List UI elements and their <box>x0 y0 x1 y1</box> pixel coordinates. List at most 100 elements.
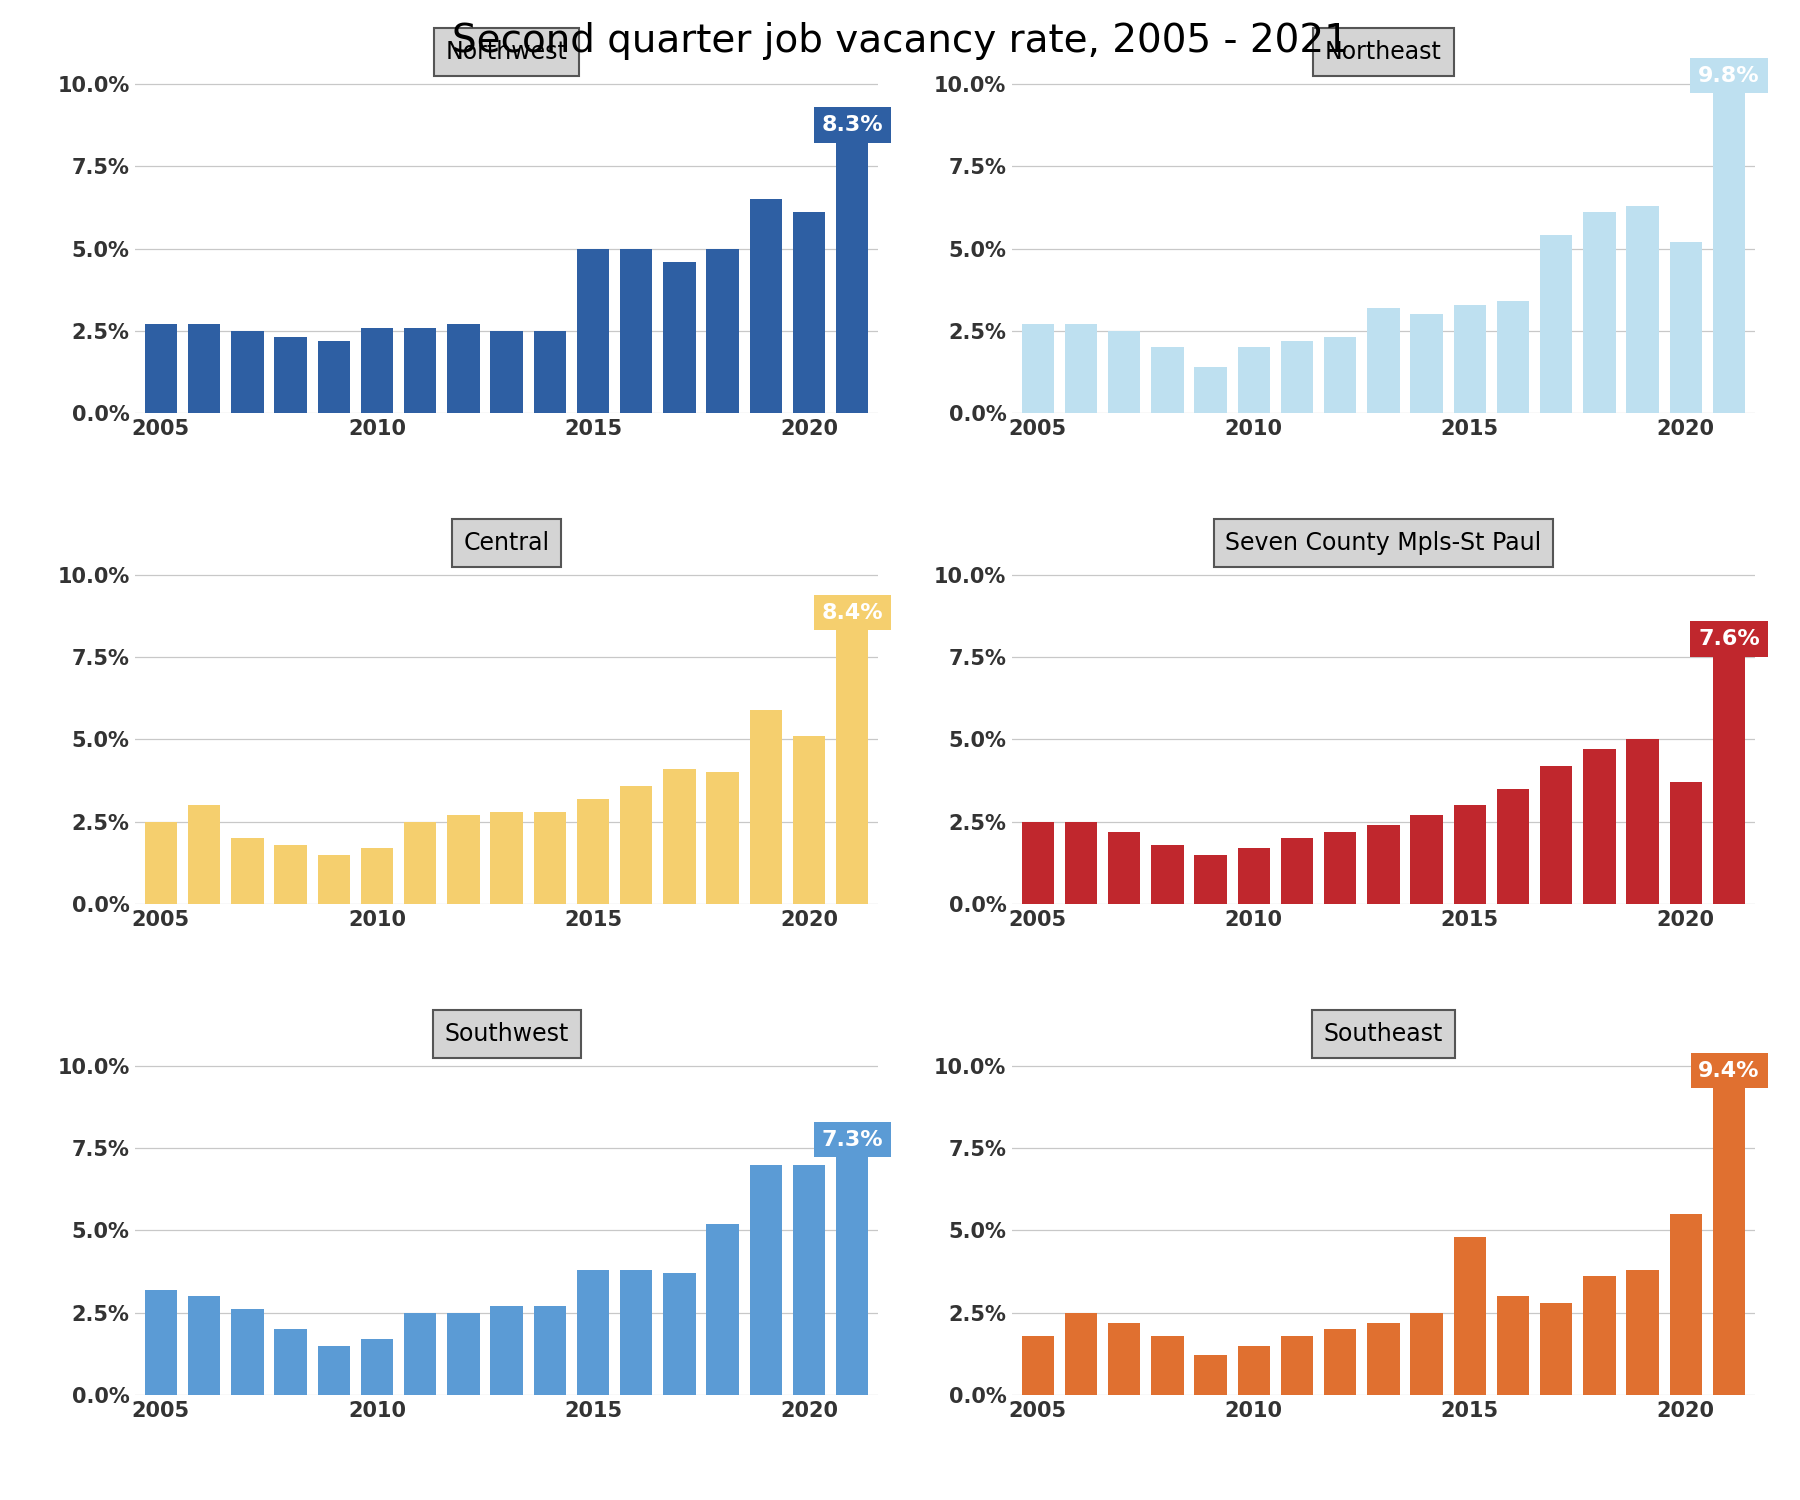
Bar <box>1670 783 1703 904</box>
Bar <box>446 815 479 904</box>
Bar <box>706 772 738 904</box>
Bar <box>533 332 565 412</box>
Bar <box>1498 789 1530 904</box>
Bar <box>1152 844 1184 904</box>
Title: Northeast: Northeast <box>1325 40 1442 64</box>
Bar <box>835 627 868 904</box>
Title: Central: Central <box>463 531 549 555</box>
Bar <box>1325 1329 1357 1395</box>
Bar <box>490 812 522 904</box>
Bar <box>1109 332 1141 412</box>
Bar <box>230 1310 263 1395</box>
Bar <box>1066 324 1098 413</box>
Bar <box>1195 1356 1228 1395</box>
Title: Seven County Mpls-St Paul: Seven County Mpls-St Paul <box>1226 531 1541 555</box>
Bar <box>274 1329 306 1395</box>
Bar <box>360 327 392 412</box>
Bar <box>144 822 176 904</box>
Bar <box>317 340 349 412</box>
Bar <box>1325 831 1357 904</box>
Bar <box>662 262 695 413</box>
Bar <box>1714 90 1746 413</box>
Bar <box>706 249 738 412</box>
Bar <box>1066 822 1098 904</box>
Bar <box>533 812 565 904</box>
Bar <box>1368 825 1400 904</box>
Bar <box>1282 1335 1314 1395</box>
Title: Northwest: Northwest <box>446 40 567 64</box>
Bar <box>619 249 652 412</box>
Bar <box>1627 206 1660 413</box>
Bar <box>144 1290 176 1395</box>
Bar <box>1498 1296 1530 1395</box>
Text: 8.4%: 8.4% <box>821 603 884 622</box>
Bar <box>1066 1312 1098 1395</box>
Bar <box>1109 831 1141 904</box>
Bar <box>1454 304 1487 412</box>
Bar <box>1454 806 1487 904</box>
Bar <box>187 1296 220 1395</box>
Bar <box>1714 1086 1746 1395</box>
Bar <box>1152 348 1184 412</box>
Bar <box>1282 340 1314 412</box>
Title: Southwest: Southwest <box>445 1022 569 1046</box>
Text: Second quarter job vacancy rate, 2005 - 2021: Second quarter job vacancy rate, 2005 - … <box>452 22 1348 60</box>
Bar <box>1411 1312 1444 1395</box>
Bar <box>403 1312 436 1395</box>
Bar <box>1238 847 1271 904</box>
Bar <box>1541 1304 1573 1395</box>
Bar <box>1714 654 1746 904</box>
Bar <box>360 847 392 904</box>
Bar <box>1498 302 1530 412</box>
Bar <box>1238 1346 1271 1395</box>
Bar <box>1541 236 1573 412</box>
Bar <box>619 1270 652 1395</box>
Bar <box>1368 1323 1400 1395</box>
Bar <box>749 200 781 412</box>
Text: 7.3%: 7.3% <box>821 1130 884 1149</box>
Text: 9.4%: 9.4% <box>1699 1060 1760 1080</box>
Bar <box>317 1346 349 1395</box>
Bar <box>1627 1270 1660 1395</box>
Text: 8.3%: 8.3% <box>821 116 884 135</box>
Bar <box>490 1306 522 1395</box>
Bar <box>576 1270 608 1395</box>
Bar <box>1670 1214 1703 1395</box>
Bar <box>1454 1238 1487 1395</box>
Bar <box>1022 324 1055 413</box>
Bar <box>749 710 781 904</box>
Bar <box>403 327 436 412</box>
Bar <box>835 1155 868 1395</box>
Bar <box>144 324 176 413</box>
Bar <box>1022 1335 1055 1395</box>
Bar <box>187 324 220 413</box>
Bar <box>1109 1323 1141 1395</box>
Bar <box>274 338 306 412</box>
Bar <box>1584 213 1616 412</box>
Bar <box>1152 1335 1184 1395</box>
Bar <box>619 786 652 904</box>
Bar <box>662 770 695 904</box>
Bar <box>1368 308 1400 413</box>
Bar <box>1022 822 1055 904</box>
Bar <box>835 140 868 413</box>
Bar <box>576 249 608 412</box>
Bar <box>230 332 263 412</box>
Text: 9.8%: 9.8% <box>1697 66 1760 86</box>
Bar <box>749 1164 781 1395</box>
Bar <box>1195 368 1228 413</box>
Bar <box>1670 242 1703 412</box>
Bar <box>792 213 824 412</box>
Bar <box>706 1224 738 1395</box>
Bar <box>1584 750 1616 904</box>
Bar <box>446 324 479 413</box>
Bar <box>274 844 306 904</box>
Bar <box>1325 338 1357 412</box>
Bar <box>446 1312 479 1395</box>
Bar <box>1411 815 1444 904</box>
Text: 7.6%: 7.6% <box>1697 628 1760 650</box>
Bar <box>490 332 522 412</box>
Title: Southeast: Southeast <box>1323 1022 1444 1046</box>
Bar <box>792 1164 824 1395</box>
Bar <box>403 822 436 904</box>
